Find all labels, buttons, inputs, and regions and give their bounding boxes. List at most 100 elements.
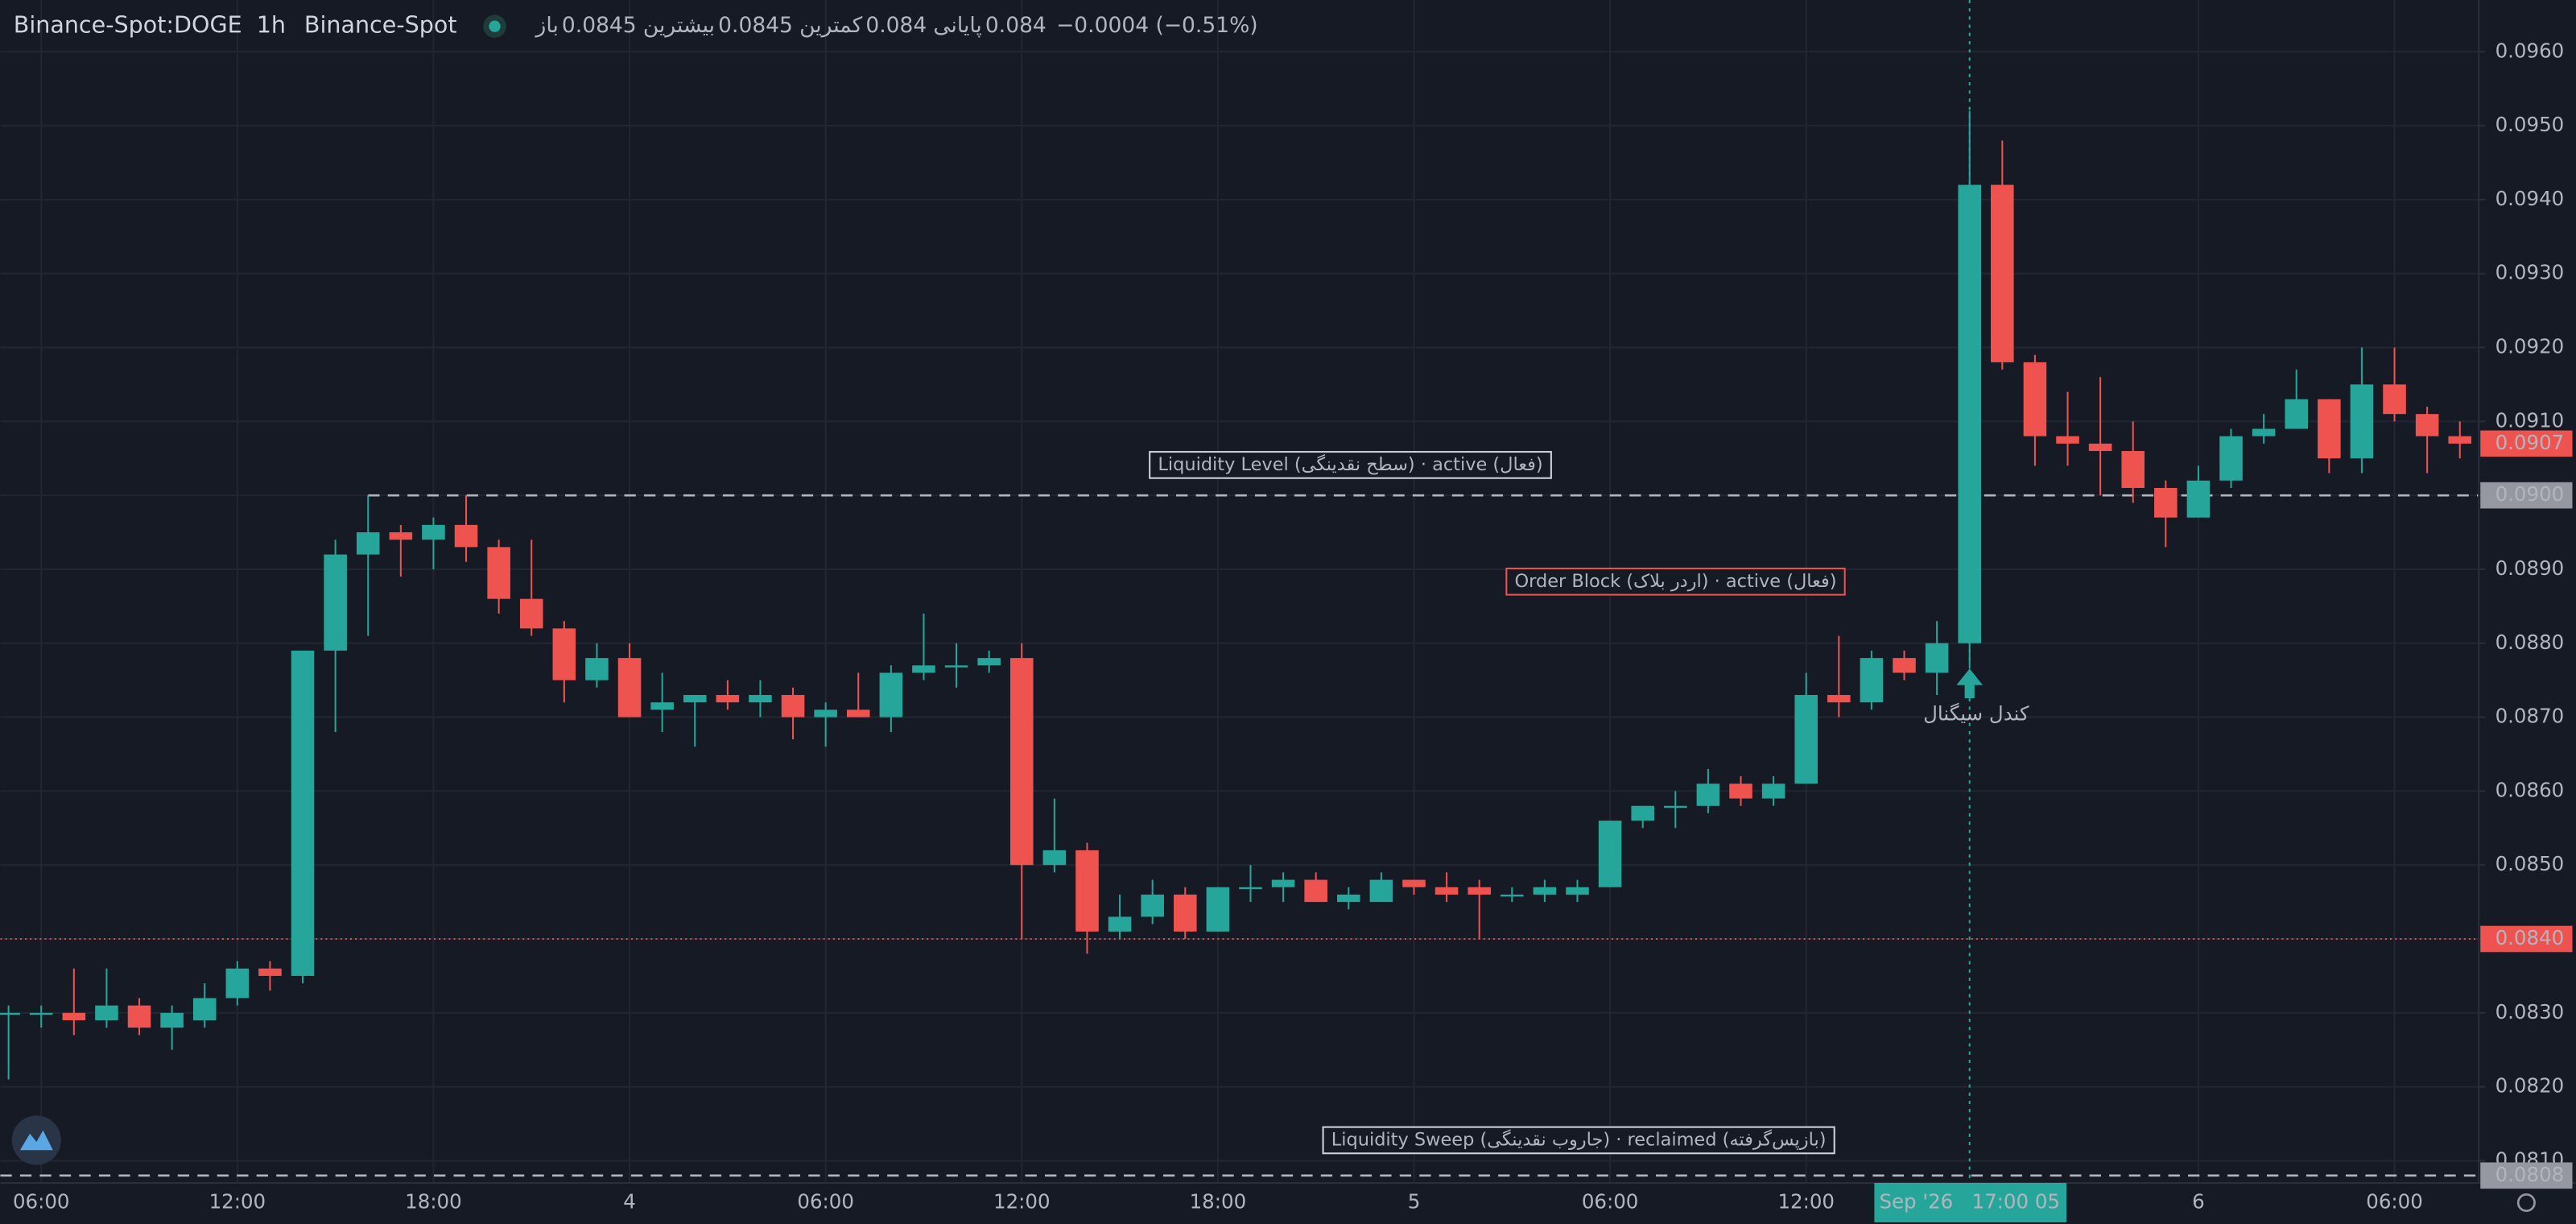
logo-circle — [11, 1115, 61, 1165]
x-tick-label: 12:00 — [993, 1189, 1051, 1213]
candle-body — [944, 665, 968, 668]
x-tick-label: 12:00 — [209, 1189, 266, 1213]
logo-mark — [19, 1130, 53, 1151]
candle-body — [1860, 658, 1884, 703]
x-tick-label: 18:00 — [1190, 1189, 1247, 1213]
x-tick-label: 4 — [623, 1189, 636, 1213]
candle-body — [127, 1005, 151, 1028]
exchange: Binance-Spot — [304, 11, 457, 39]
candle-body — [487, 547, 510, 599]
y-tick-label: 0.0860 — [2496, 778, 2565, 801]
candle-body — [716, 695, 740, 703]
ohlc-label: پایانی — [933, 13, 981, 38]
candle-body — [2318, 399, 2341, 459]
crosshair-time-bg — [1874, 1182, 2067, 1222]
candle-body — [1369, 879, 1393, 903]
signal-label: کندل سیگنال — [1923, 702, 2029, 726]
candle-body — [650, 702, 674, 710]
candle-body — [1271, 879, 1295, 887]
x-tick-label: 06:00 — [2366, 1189, 2423, 1213]
annotation-box — [1149, 451, 1552, 479]
candle-body — [2448, 436, 2472, 444]
candle-body — [1304, 879, 1327, 903]
status-dot — [489, 20, 501, 32]
candle-body — [519, 598, 543, 629]
y-tick-label: 0.0890 — [2496, 556, 2565, 580]
candle-body — [1696, 784, 1720, 806]
price-tag — [2480, 482, 2573, 509]
candle-body — [2285, 399, 2309, 429]
candle-body — [912, 665, 935, 673]
crosshair-time: Sep '26 17:00 05 — [1879, 1189, 2060, 1213]
candle-body — [225, 968, 250, 999]
x-tick-label: 5 — [1408, 1189, 1421, 1213]
price-tag-label: 0.0808 — [2496, 1163, 2565, 1186]
change: −0.0004 (−0.51%) — [1056, 13, 1258, 38]
ohlc-value: 0.084 — [985, 13, 1046, 38]
candle-body — [1075, 850, 1099, 932]
candle-body — [1141, 894, 1164, 917]
annotation-box — [1505, 567, 1846, 596]
x-tick-label: 12:00 — [1777, 1189, 1835, 1213]
y-tick-label: 0.0920 — [2496, 335, 2565, 358]
candle-body — [1729, 784, 1752, 799]
candle-body — [2350, 384, 2374, 459]
annotation-label: Liquidity Level (سطح نقدینگی) · active (… — [1158, 453, 1542, 475]
candle-body — [291, 650, 315, 976]
symbol: Binance-Spot:DOGE — [14, 11, 242, 39]
candle-body — [1108, 916, 1132, 932]
candle-body — [1893, 658, 1916, 673]
candle-body — [1206, 887, 1230, 932]
candle-body — [0, 1012, 20, 1015]
candle-body — [1827, 695, 1851, 703]
candle-body — [814, 709, 837, 717]
candle-body — [2415, 414, 2439, 436]
candle-body — [1925, 643, 1949, 673]
candle-body — [29, 1012, 53, 1015]
ohlc-label: کمترین — [799, 13, 863, 38]
candle-body — [2121, 451, 2145, 488]
candle-body — [1598, 821, 1622, 887]
interval: 1h — [257, 11, 286, 39]
price-tag — [2480, 925, 2573, 953]
y-tick-label: 0.0880 — [2496, 631, 2565, 654]
ohlc-value: 0.084 — [865, 13, 927, 38]
candle-body — [1761, 784, 1785, 799]
annotation-label: Order Block (اردر بلاک) · active (فعال) — [1515, 571, 1837, 592]
y-tick-label: 0.0850 — [2496, 852, 2565, 875]
candle-body — [1566, 887, 1589, 895]
candle-body — [1009, 658, 1034, 866]
x-tick-label: 18:00 — [405, 1189, 462, 1213]
candle-body — [95, 1005, 118, 1021]
candle-body — [160, 1012, 184, 1028]
settings-icon[interactable] — [2516, 1193, 2536, 1213]
price-tag — [2480, 1162, 2573, 1189]
price-axis-bg — [2479, 0, 2576, 1224]
price-tag-label: 0.0840 — [2496, 926, 2565, 949]
candle-body — [1468, 887, 1491, 895]
candle-body — [2088, 443, 2112, 452]
y-tick-label: 0.0820 — [2496, 1074, 2565, 1098]
candle-body — [1794, 695, 1818, 784]
candle-body — [1173, 894, 1197, 932]
plot-area: کندل سیگنال Liquidity Level (سطح نقدینگی)… — [0, 0, 2479, 1183]
candle-body — [2023, 362, 2047, 436]
annotation-box — [1322, 1126, 1835, 1155]
price-tag — [2480, 430, 2573, 457]
y-tick-label: 0.0950 — [2496, 113, 2565, 136]
gear[interactable] — [2516, 1193, 2536, 1213]
candle-body — [552, 628, 576, 680]
candle-body — [879, 672, 903, 717]
ohlc-value: 0.0845 — [718, 13, 793, 38]
ohlc-label: باز — [535, 13, 559, 38]
y-tick-label: 0.0940 — [2496, 187, 2565, 210]
candle-body — [683, 695, 707, 703]
candle-body — [1631, 805, 1654, 821]
candle-body — [1533, 887, 1557, 895]
candle-body — [324, 554, 347, 651]
